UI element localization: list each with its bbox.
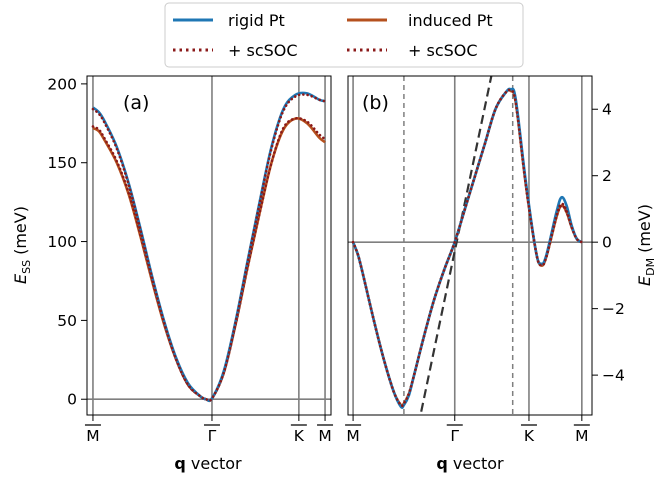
legend-label-rigid-scsoc: + scSOC: [228, 41, 298, 60]
panel-b-linear-dashed-line: [420, 76, 493, 412]
panel-a-xlabel: q vector: [174, 454, 242, 473]
panel-a-xtick-label-0: M: [86, 427, 99, 445]
panel-b-ytick-label-4: 4: [602, 101, 612, 119]
panel-a-y-axis: 0 50 100 150 200: [47, 75, 87, 409]
legend-label-rigid: rigid Pt: [228, 11, 285, 30]
panel-a-ytick-label-4: 200: [47, 75, 77, 93]
legend-label-induced-scsoc: + scSOC: [408, 41, 478, 60]
panel-a-ylabel-main: E: [11, 273, 30, 284]
panel-b-xlabel-bold: q: [436, 454, 447, 473]
panel-b-frame: [347, 75, 593, 416]
panel-b-marks: [348, 76, 592, 415]
panel-b-y-axis: −4 −2 0 2 4: [592, 101, 625, 385]
panel-b-ylabel-unit: (meV): [635, 204, 654, 253]
panel-b-xtick-label-2: K: [524, 427, 535, 445]
panel-a-ytick-label-2: 100: [47, 233, 77, 251]
panel-a-xtick-label-3: M: [318, 427, 331, 445]
panel-a-ylabel-unit: (meV): [11, 206, 30, 255]
panel-b-ytick-label-3: 2: [602, 167, 612, 185]
panel-a-label: (a): [123, 92, 149, 114]
panel-a-xtick-label-2: K: [294, 427, 305, 445]
panel-b-ylabel: EDM (meV): [635, 204, 657, 286]
panel-b-ylabel-main: E: [635, 275, 654, 286]
panel-b-label: (b): [362, 92, 389, 114]
panel-a-series-0: [92, 91, 326, 403]
panel-b-xtick-label-0: M: [346, 427, 359, 445]
panel-a-xlabel-bold: q: [174, 454, 185, 473]
panel-a-plot-area: [87, 76, 331, 415]
legend-label-induced: induced Pt: [408, 11, 493, 30]
panel-b-series-1: [351, 88, 584, 408]
panel-b-ytick-label-0: −4: [602, 367, 625, 385]
panel-a-xtick-label-1: Γ: [208, 427, 217, 445]
panel-a-ylabel: ESS (meV): [11, 206, 33, 284]
panel-a-ytick-label-3: 150: [47, 154, 77, 172]
panel-b-xlabel-rest: vector: [448, 454, 504, 473]
panel-a-ytick-label-0: 0: [67, 391, 77, 409]
panel-b-xlabel: q vector: [436, 454, 504, 473]
panel-a-frame: [86, 75, 332, 416]
panel-a-xlabel-rest: vector: [186, 454, 242, 473]
panel-a-ylabel-sub: SS: [20, 260, 33, 274]
panel-b-ylabel-sub: DM: [644, 258, 657, 276]
legend: rigid Pt + scSOC induced Pt + scSOC: [164, 2, 524, 68]
panel-a-series-1: [91, 93, 327, 403]
panel-a-marks: [87, 76, 331, 415]
panel-b-xtick-label-1: Γ: [450, 427, 459, 445]
panel-a-ytick-label-1: 50: [57, 312, 77, 330]
panel-a-series-2: [92, 117, 326, 403]
panel-b: (b) −4 −2 0 2 4 M Γ K M EDM (meV) q vector: [345, 75, 657, 473]
panel-b-xtick-label-3: M: [575, 427, 588, 445]
panel-b-ytick-label-1: −2: [602, 300, 625, 318]
panel-b-plot-area: [348, 76, 592, 415]
panel-b-ytick-label-2: 0: [602, 234, 612, 252]
legend-frame: [164, 2, 524, 68]
panel-b-series-0: [351, 87, 583, 409]
panel-a-series-3: [91, 116, 327, 403]
